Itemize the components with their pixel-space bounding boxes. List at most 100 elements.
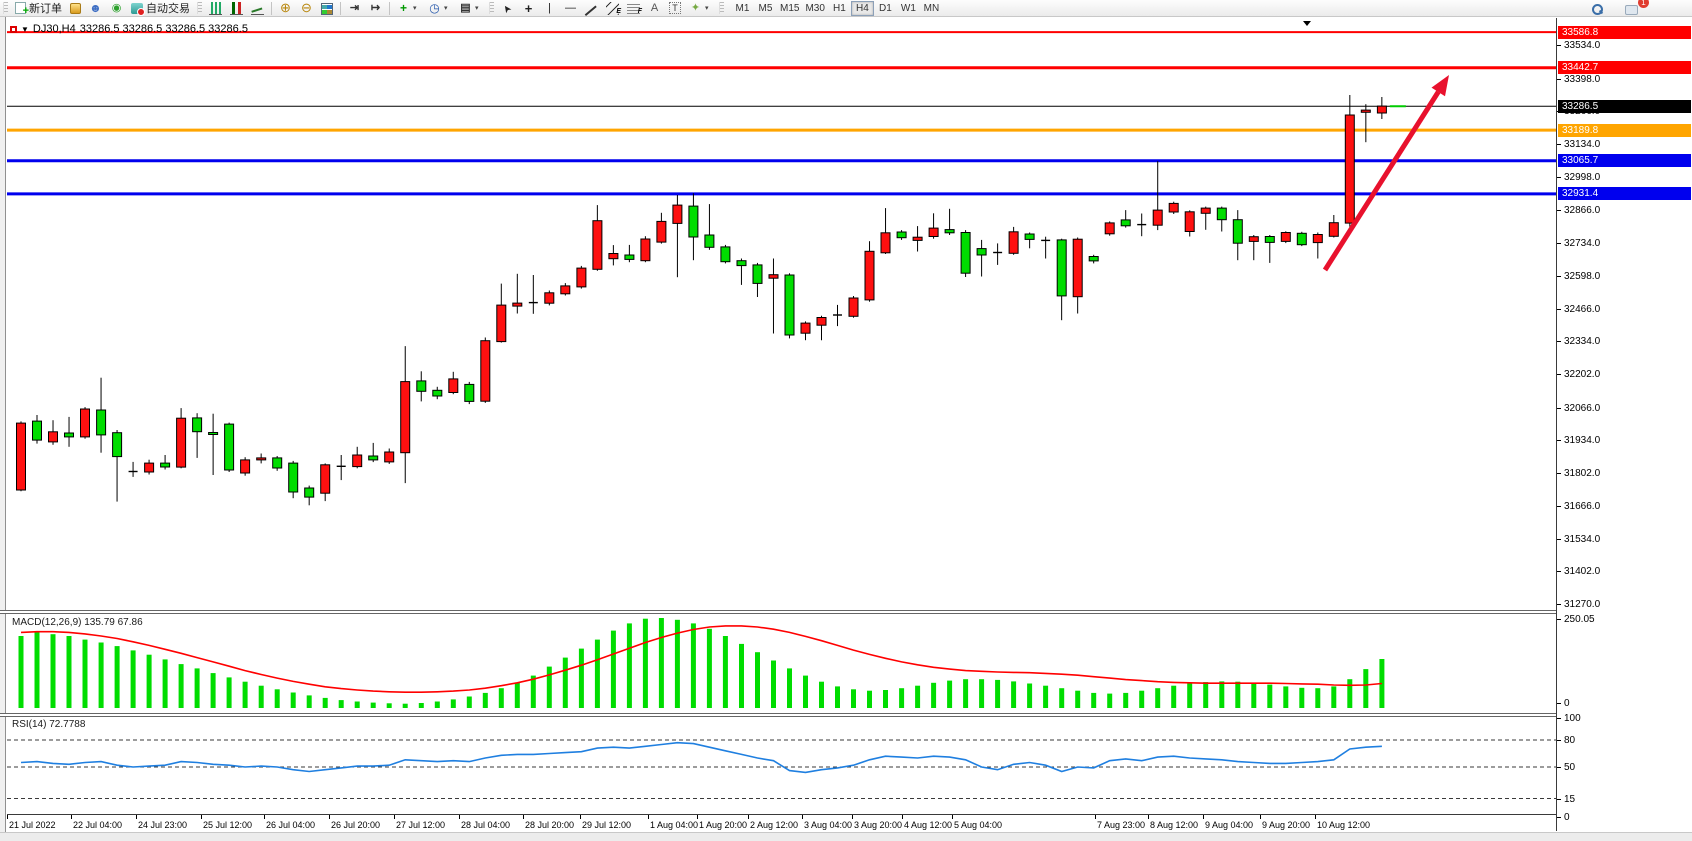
toolbar-grip[interactable] [719,2,724,14]
time-tick-label: 1 Aug 20:00 [699,820,748,830]
time-tick-label: 3 Aug 20:00 [854,820,903,830]
time-tick [852,815,853,819]
signals-button[interactable]: ◉ [106,1,127,16]
price-tick-label: 32334.0 [1557,336,1600,347]
time-tick [1148,815,1149,819]
timeframe-w1[interactable]: W1 [900,2,916,14]
time-tick [748,815,749,819]
macd-pane[interactable] [7,614,1556,713]
time-tick-label: 28 Jul 20:00 [525,820,575,830]
time-tick [523,815,524,819]
price-tick-label: 32466.0 [1557,304,1600,315]
candlestick-chart-button[interactable] [226,1,247,16]
new-order-button[interactable]: 新订单 [11,1,66,18]
time-tick [201,815,202,819]
text-label-tool-button[interactable]: T [665,1,685,16]
timeframe-m1[interactable]: M1 [735,2,750,14]
profile-button[interactable]: ☻ [85,1,106,16]
autotrading-label: 自动交易 [146,3,190,15]
toolbar-grip[interactable] [197,2,202,14]
autotrading-button[interactable]: 自动交易 [127,1,194,16]
text-label-icon: T [669,2,681,14]
price-tick-label: 32866.0 [1557,205,1600,216]
notifications-button[interactable]: 1 [1621,0,1649,16]
tile-windows-button[interactable] [317,1,337,16]
time-axis[interactable]: 21 Jul 2022 22 Jul 04:00 24 Jul 23:00 25 Ju… [7,814,1556,832]
clock-icon: ◷ [429,0,440,15]
trendline-tool-button[interactable] [581,1,602,16]
time-tick [1203,815,1204,819]
trend-arrow-annotation[interactable] [1322,75,1449,272]
timeframe-mn[interactable]: MN [923,2,940,14]
pane-splitter[interactable] [0,610,1556,614]
time-tick-label: 28 Jul 04:00 [461,820,511,830]
time-tick-label: 21 Jul 2022 [9,820,56,830]
time-tick-label: 1 Aug 04:00 [650,820,699,830]
zoom-out-button[interactable]: ⊖ [296,1,317,16]
price-axis[interactable]: 33534.033398.033266.033134.032998.032866… [1556,18,1692,831]
crosshair-tool-button[interactable]: + [518,1,539,16]
templates-button[interactable]: ▤ ▾ [455,1,486,16]
chevron-down-icon: ▾ [413,5,417,12]
time-tick [264,815,265,819]
tile-windows-icon [321,2,333,15]
new-order-label: 新订单 [29,3,62,15]
paint-bucket-icon [70,3,81,14]
time-tick-label: 9 Aug 04:00 [1205,820,1254,830]
macd-axis-max: 250.05 [1557,614,1595,625]
quick-trade-icon[interactable] [10,25,17,33]
fibonacci-icon: F [627,1,642,15]
styler-button[interactable] [66,1,85,16]
horizontal-level-lines[interactable] [7,31,1556,196]
periods-button[interactable]: ◷ ▾ [424,1,455,16]
cursor-tool-button[interactable]: ➤ [497,1,518,16]
timeframe-m15[interactable]: M15 [780,2,800,14]
timeframe-m30[interactable]: M30 [805,2,825,14]
text-tool-button[interactable]: A [644,1,665,16]
pane-splitter[interactable] [0,713,1556,717]
auto-scroll-button[interactable]: ↦ [365,1,386,16]
rsi-pane[interactable] [7,717,1556,814]
main-price-pane[interactable] [7,18,1556,610]
price-level-badge: 32931.4 [1558,187,1691,200]
zoom-in-icon: ⊕ [280,0,291,15]
time-tick [329,815,330,819]
zoom-in-button[interactable]: ⊕ [275,1,296,16]
price-level-badge: 33442.7 [1558,61,1691,74]
rsi-line [20,741,1382,774]
time-tick [394,815,395,819]
toolbar: 新订单 ☻ ◉ 自动交易 ⊕ ⊖ ⇥ ↦ +▾ ◷▾ ▤▾ ➤ + | — E … [0,0,1692,18]
search-button[interactable] [1587,1,1607,16]
horizontal-line-tool-button[interactable]: — [560,1,581,16]
indicators-button[interactable]: + ▾ [393,1,424,16]
timeframe-h1[interactable]: H1 [833,2,846,14]
chevron-down-icon: ▼ [21,24,29,34]
time-tick [952,815,953,819]
ohlc-values: 33286.5 33286.5 33286.5 33286.5 [79,23,248,35]
toolbar-separator [389,1,390,15]
chart-window: ▼ DJ30,H4 33286.5 33286.5 33286.5 33286.… [0,17,1692,841]
price-tick-label: 31402.0 [1557,566,1600,577]
price-level-badge: 33586.8 [1558,26,1691,39]
scroll-to-end-button[interactable]: ⇥ [344,1,365,16]
arrows-tool-button[interactable]: ✦ ▾ [685,1,716,16]
toolbar-grip[interactable] [489,2,494,14]
vertical-line-tool-button[interactable]: | [539,1,560,16]
channel-tool-button[interactable]: E [602,1,623,16]
window-left-edge [0,17,6,832]
time-tick [71,815,72,819]
bar-chart-icon [209,1,222,15]
time-tick-label: 24 Jul 23:00 [138,820,188,830]
candlestick-chart-icon [230,1,243,15]
rsi-axis-label: 50 [1557,762,1575,773]
line-chart-button[interactable] [247,1,268,16]
notification-badge: 1 [1638,0,1649,8]
macd-signal-line [20,625,1382,693]
fibonacci-tool-button[interactable]: F [623,1,644,16]
bar-chart-button[interactable] [205,1,226,16]
timeframe-h4[interactable]: H4 [850,0,874,16]
timeframe-d1[interactable]: D1 [879,2,892,14]
price-tick-label: 32998.0 [1557,172,1600,183]
toolbar-grip[interactable] [3,2,8,14]
timeframe-m5[interactable]: M5 [758,2,773,14]
